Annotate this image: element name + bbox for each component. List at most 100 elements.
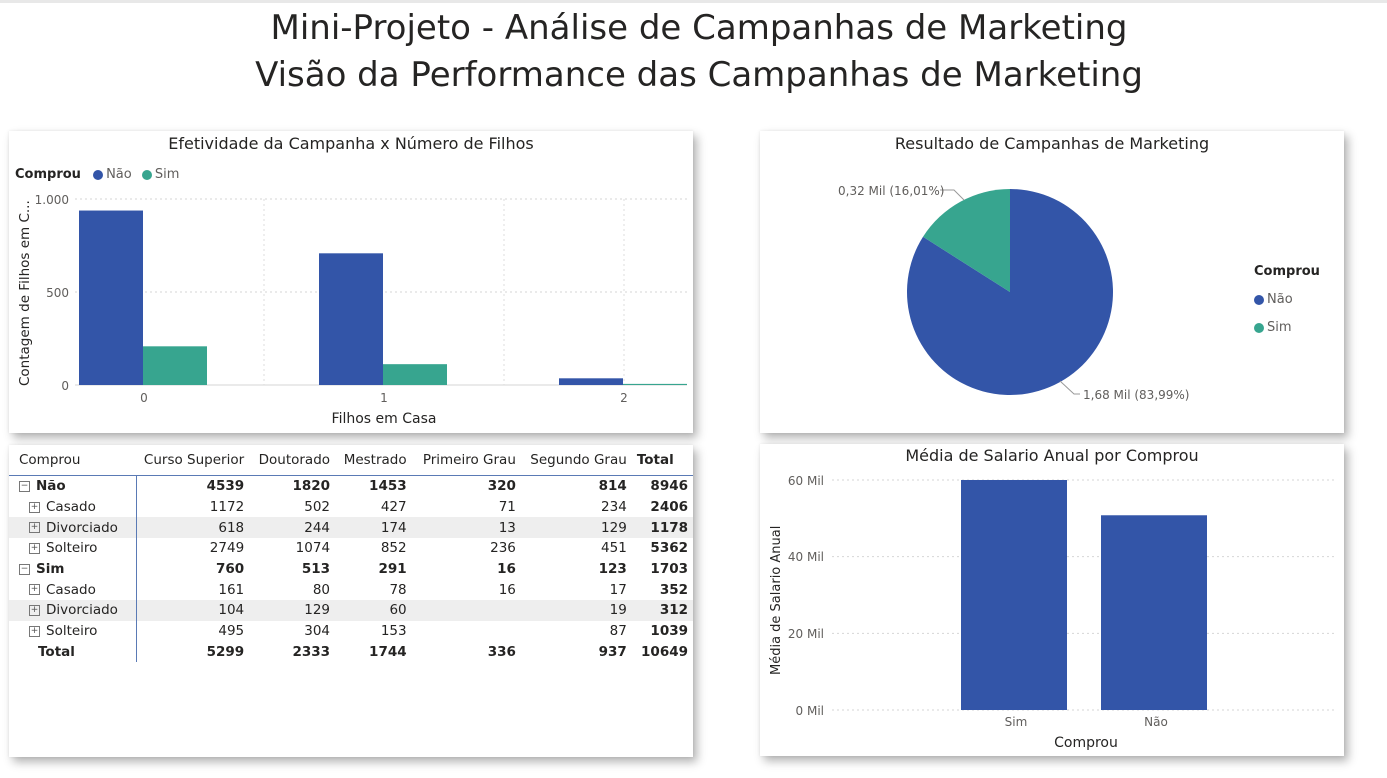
matrix-row-label: Casado (46, 581, 96, 598)
pie-legend[interactable]: Comprou Não Sim (1254, 258, 1320, 342)
matrix-header-3[interactable]: Mestrado (335, 445, 412, 476)
salary-y-tick-60: 60 Mil (788, 474, 824, 488)
bar-chart-title: Efetividade da Campanha x Número de Filh… (168, 134, 534, 153)
matrix-row-header[interactable]: + Divorciado (9, 600, 137, 621)
matrix-cell: 451 (601, 540, 627, 557)
matrix-total-row[interactable]: Total 5299 2333 1744 336 937 10649 (9, 641, 693, 663)
matrix-table[interactable]: Comprou Curso Superior Doutorado Mestrado Pr… (9, 445, 693, 663)
top-border (0, 0, 1387, 3)
expand-icon[interactable]: + (29, 522, 40, 534)
matrix-header-4[interactable]: Primeiro Grau (411, 445, 521, 476)
legend-dot-nao (93, 169, 104, 180)
pie-legend-item-sim[interactable]: Sim (1254, 314, 1320, 342)
pie-chart-title: Resultado de Campanhas de Marketing (894, 134, 1210, 153)
matrix-row-label: Solteiro (46, 623, 98, 640)
matrix-header-2[interactable]: Doutorado (249, 445, 336, 476)
expand-icon[interactable]: + (29, 542, 40, 554)
expand-icon[interactable]: + (29, 625, 40, 637)
pie-chart-card[interactable]: Resultado de Campanhas de Marketing 0,32… (760, 131, 1344, 433)
matrix-header-5[interactable]: Segundo Grau (520, 445, 632, 476)
matrix-row[interactable]: + Solteiro 495 304 153 87 1039 (9, 620, 693, 642)
salary-y-tick-40: 40 Mil (788, 550, 824, 564)
matrix-total-cell: 10649 (641, 643, 688, 660)
pie-slice-sim[interactable] (923, 189, 1010, 292)
matrix-group-row[interactable]: − Não 4539 1820 1453 320 814 8946 (9, 475, 693, 497)
matrix-cell: 129 (520, 517, 632, 539)
pie-legend-item-nao[interactable]: Não (1254, 286, 1320, 314)
matrix-cell: 618 (136, 517, 250, 539)
legend-item-sim[interactable]: Sim (141, 167, 179, 182)
bar-chart-card[interactable]: Efetividade da Campanha x Número de Filh… (9, 131, 693, 433)
matrix-row-header[interactable]: + Divorciado (9, 517, 137, 539)
matrix-group-row[interactable]: − Sim 760 513 291 16 123 1703 (9, 558, 693, 580)
matrix-cell: 427 (380, 499, 407, 516)
matrix-row[interactable]: + Divorciado 618 244 174 13 129 1178 (9, 517, 693, 539)
x-tick-2: 2 (620, 391, 628, 405)
matrix-cell: 1074 (295, 540, 331, 557)
matrix-cell: 123 (598, 561, 627, 578)
salary-y-axis-label: Média de Salario Anual (769, 526, 784, 675)
bar-sim-1[interactable] (383, 364, 447, 385)
expand-icon[interactable]: + (29, 604, 40, 616)
matrix-cell: 1039 (650, 623, 688, 640)
bar-sim-0[interactable] (143, 346, 207, 385)
matrix-cell: 78 (389, 581, 407, 598)
salary-y-tick-20: 20 Mil (788, 627, 824, 641)
pie-label-line-nao (1059, 380, 1080, 395)
bar-chart-legend[interactable]: Comprou Não Sim (15, 167, 179, 182)
salary-bar-sim[interactable] (961, 480, 1067, 710)
matrix-row[interactable]: + Divorciado 104 129 60 19 312 (9, 600, 693, 621)
matrix-row-label: Divorciado (46, 602, 118, 619)
matrix-row[interactable]: + Solteiro 2749 1074 852 236 451 5362 (9, 538, 693, 559)
legend-dot-sim (141, 169, 152, 180)
matrix-cell: 2749 (209, 540, 245, 557)
matrix-cell: 2406 (650, 499, 688, 516)
matrix-row-label: Solteiro (46, 540, 98, 557)
page-title: Mini-Projeto - Análise de Campanhas de M… (270, 8, 1128, 48)
bar-nao-0[interactable] (79, 210, 143, 385)
collapse-icon[interactable]: − (19, 563, 30, 575)
matrix-total-cell: 2333 (292, 643, 331, 660)
salary-chart-title: Média de Salario Anual por Comprou (905, 446, 1199, 465)
matrix-row-header[interactable]: + Solteiro (9, 538, 137, 559)
bar-nao-2[interactable] (559, 378, 623, 385)
expand-icon[interactable]: + (29, 584, 40, 596)
salary-chart-card[interactable]: Média de Salario Anual por Comprou 60 Mi… (760, 444, 1344, 756)
salary-chart-svg: 60 Mil 40 Mil 20 Mil 0 Mil Sim Não Compr… (769, 474, 1336, 751)
matrix-cell: 1820 (292, 478, 331, 495)
matrix-cell: 244 (249, 517, 336, 539)
matrix-header-1[interactable]: Curso Superior (136, 445, 250, 476)
matrix-row-header[interactable]: − Não (9, 475, 137, 497)
matrix-cell: 19 (520, 600, 632, 621)
matrix-cell: 87 (609, 623, 627, 640)
matrix-cell: 1178 (631, 517, 693, 539)
bar-chart-svg: 1.000 500 0 0 1 2 Filhos em Casa Contage… (17, 193, 687, 427)
matrix-row[interactable]: + Casado 1172 502 427 71 234 2406 (9, 496, 693, 518)
matrix-header-0[interactable]: Comprou (9, 445, 137, 476)
matrix-cell: 13 (411, 517, 521, 539)
y-tick-0: 0 (61, 379, 69, 393)
matrix-row[interactable]: + Casado 161 80 78 16 17 352 (9, 579, 693, 601)
matrix-card[interactable]: Comprou Curso Superior Doutorado Mestrado Pr… (9, 445, 693, 757)
matrix-row-label: Divorciado (46, 519, 118, 536)
matrix-header-6[interactable]: Total (631, 445, 693, 476)
salary-bar-nao[interactable] (1101, 515, 1207, 710)
pie-label-nao: 1,68 Mil (83,99%) (1083, 388, 1190, 402)
matrix-cell: 312 (631, 600, 693, 621)
matrix-row-label: Sim (36, 561, 65, 578)
matrix-cell: 8946 (650, 478, 688, 495)
bar-sim-2[interactable] (623, 383, 687, 385)
matrix-total-cell: 1744 (369, 643, 407, 660)
pie-chart-svg: 0,32 Mil (16,01%) 1,68 Mil (83,99%) (838, 184, 1190, 402)
matrix-cell: 153 (380, 623, 407, 640)
matrix-row-header[interactable]: + Casado (9, 579, 137, 601)
matrix-row-header[interactable]: + Solteiro (9, 620, 137, 642)
expand-icon[interactable]: + (29, 501, 40, 513)
matrix-cell: 760 (215, 561, 245, 578)
bar-nao-1[interactable] (319, 253, 383, 385)
collapse-icon[interactable]: − (19, 480, 30, 492)
matrix-row-header[interactable]: − Sim (9, 558, 137, 580)
legend-item-nao[interactable]: Não (93, 167, 132, 182)
matrix-cell: 16 (498, 581, 516, 598)
matrix-row-header[interactable]: + Casado (9, 496, 137, 518)
